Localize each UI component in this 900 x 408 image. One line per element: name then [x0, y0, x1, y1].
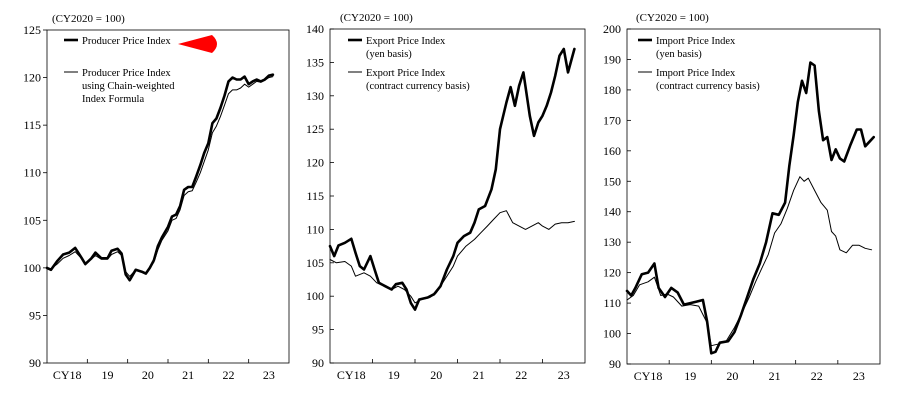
- y-tick-label: 115: [306, 189, 324, 203]
- x-tick-label: 20: [726, 369, 738, 383]
- y-tick-label: 125: [306, 122, 324, 136]
- y-tick-label: 120: [306, 156, 324, 170]
- y-tick-label: 100: [603, 327, 621, 341]
- x-tick-label: 21: [473, 368, 485, 382]
- series-line-2: [329, 210, 575, 304]
- y-tick-label: 180: [603, 83, 621, 97]
- legend: Producer Price Index Producer Price Index…: [64, 36, 175, 105]
- x-tick-label: 23: [263, 368, 275, 382]
- y-tick-label: 90: [609, 357, 621, 371]
- y-tick-label: 130: [306, 89, 324, 103]
- legend-label: Producer Price Index: [82, 36, 171, 47]
- legend: Export Price Index (yen basis) Export Pric…: [348, 36, 470, 92]
- x-tick-label: CY18: [53, 368, 82, 382]
- y-tick-label: 95: [29, 308, 41, 322]
- y-tick-label: 120: [603, 266, 621, 280]
- x-tick-label: 22: [811, 369, 823, 383]
- x-tick-label: 23: [853, 369, 865, 383]
- y-tick-label: 170: [603, 113, 621, 127]
- legend-label: (contract currency basis): [656, 81, 760, 92]
- y-tick-label: 105: [306, 256, 324, 270]
- base-year-note: (CY2020 = 100): [52, 13, 125, 25]
- x-tick-label: 22: [223, 368, 235, 382]
- chart-export: (CY2020 = 100) 90 95 100 105 110 115 120 125 130 1…: [306, 12, 586, 382]
- series-line-1: [45, 73, 275, 282]
- y-tick-label: 190: [603, 52, 621, 66]
- y-tick-label: 120: [23, 71, 41, 85]
- legend-label: Index Formula: [82, 94, 144, 105]
- legend-label: (yen basis): [656, 49, 702, 60]
- y-tick-label: 110: [23, 166, 41, 180]
- legend: Import Price Index (yen basis) Import Pric…: [638, 36, 760, 92]
- x-tick-label: 19: [102, 368, 114, 382]
- y-tick-label: 100: [306, 289, 324, 303]
- legend-label: Import Price Index: [656, 36, 736, 47]
- y-tick-label: 200: [603, 22, 621, 36]
- y-tick-label: 90: [29, 356, 41, 370]
- x-tick-label: 20: [430, 368, 442, 382]
- y-tick-label: 105: [23, 213, 41, 227]
- y-tick-label: 125: [23, 23, 41, 37]
- y-tick-label: 100: [23, 261, 41, 275]
- pointer-marker-icon: [178, 35, 217, 53]
- series-line-1: [328, 47, 576, 311]
- y-tick-label: 130: [603, 235, 621, 249]
- legend-label: Producer Price Index: [82, 68, 171, 79]
- legend-label: using Chain-weighted: [82, 81, 175, 92]
- chart-ppi: (CY2020 = 100) 90 95 100 105 110 115 120 125 CY18…: [23, 13, 290, 382]
- base-year-note: (CY2020 = 100): [636, 12, 709, 24]
- y-tick-label: 160: [603, 144, 621, 158]
- y-tick-label: 140: [306, 22, 324, 36]
- chart-import: (CY2020 = 100) 90 100 110 120 130 140 150 160 170…: [603, 12, 881, 383]
- x-tick-label: 21: [182, 368, 194, 382]
- legend-label: Export Price Index: [366, 68, 446, 79]
- y-tick-label: 150: [603, 174, 621, 188]
- series-line-2: [46, 76, 274, 277]
- series-line-1: [625, 61, 875, 355]
- x-tick-label: 22: [515, 368, 527, 382]
- x-tick-label: CY18: [337, 368, 366, 382]
- y-tick-label: 135: [306, 55, 324, 69]
- x-tick-label: CY18: [634, 369, 663, 383]
- legend-label: Import Price Index: [656, 68, 736, 79]
- x-tick-label: 23: [558, 368, 570, 382]
- x-tick-label: 21: [769, 369, 781, 383]
- x-tick-label: 19: [388, 368, 400, 382]
- series-line-2: [626, 176, 873, 347]
- legend-label: (contract currency basis): [366, 81, 470, 92]
- y-tick-label: 140: [603, 205, 621, 219]
- y-tick-label: 110: [603, 296, 621, 310]
- x-tick-label: 19: [684, 369, 696, 383]
- legend-label: Export Price Index: [366, 36, 446, 47]
- y-tick-label: 115: [23, 118, 41, 132]
- y-tick-label: 95: [312, 323, 324, 337]
- y-tick-label: 110: [306, 222, 324, 236]
- legend-label: (yen basis): [366, 49, 412, 60]
- plot-frame: [329, 28, 586, 364]
- y-tick-label: 90: [312, 356, 324, 370]
- plot-frame: [46, 29, 290, 364]
- plot-frame: [626, 28, 881, 365]
- base-year-note: (CY2020 = 100): [340, 12, 413, 24]
- x-tick-label: 20: [142, 368, 154, 382]
